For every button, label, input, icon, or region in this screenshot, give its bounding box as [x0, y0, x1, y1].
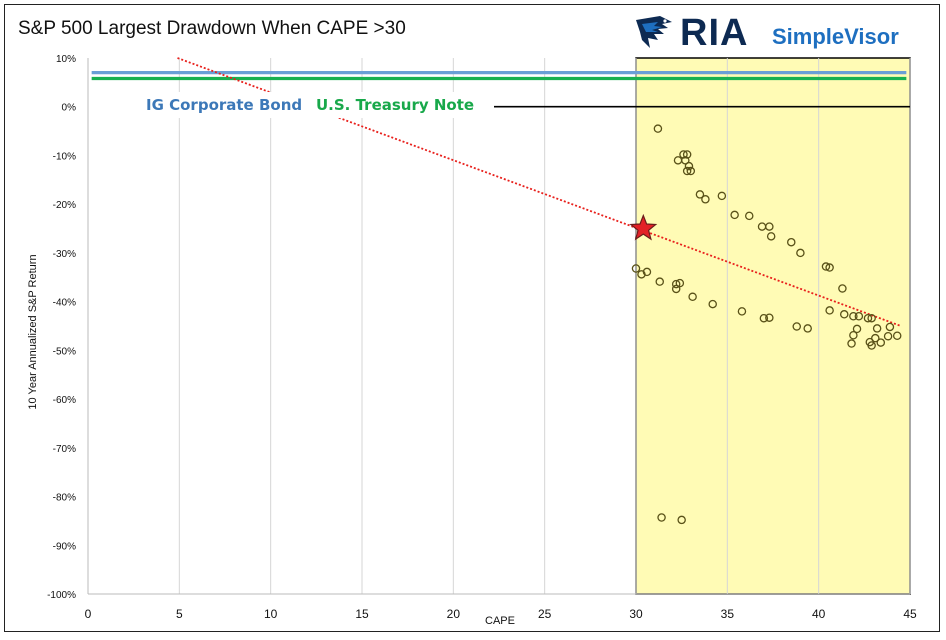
- data-point-21: [825, 306, 834, 315]
- data-point-10: [717, 191, 727, 201]
- x-tick-label-30: 30: [629, 607, 643, 621]
- highlight-region: [635, 57, 911, 595]
- data-point-31: [847, 339, 856, 348]
- data-point-44: [671, 284, 681, 294]
- ria-simplevisor-logo: RIA SimpleVisor: [632, 10, 922, 56]
- x-tick-label-20: 20: [447, 607, 461, 621]
- chart-title: S&P 500 Largest Drawdown When CAPE >30: [18, 18, 406, 39]
- y-tick-label-1: 0%: [62, 103, 77, 114]
- data-point-22: [839, 310, 849, 319]
- plot-area: [88, 57, 911, 595]
- data-point-2: [682, 150, 692, 159]
- data-point-47: [737, 307, 747, 316]
- star-marker: [629, 213, 658, 241]
- data-points: [631, 124, 902, 525]
- y-tick-label-6: -50%: [53, 346, 76, 357]
- data-point-4: [681, 156, 690, 165]
- marker-layer: [629, 213, 658, 241]
- data-point-33: [867, 341, 876, 350]
- data-point-38: [631, 264, 641, 273]
- data-point-36: [892, 331, 902, 340]
- y-tick-label-11: -100%: [47, 590, 76, 601]
- x-axis-label: CAPE: [485, 615, 515, 627]
- x-tick-label-0: 0: [85, 607, 92, 621]
- data-point-40: [642, 267, 652, 277]
- x-tick-label-40: 40: [812, 607, 826, 621]
- y-tick-label-10: -90%: [53, 541, 76, 552]
- data-point-0: [653, 124, 663, 133]
- data-point-11: [730, 210, 739, 220]
- x-tick-label-45: 45: [903, 607, 917, 621]
- grid-lines: [87, 58, 911, 595]
- x-tick-label-10: 10: [264, 607, 278, 621]
- data-point-16: [787, 237, 796, 247]
- data-point-48: [759, 313, 769, 323]
- data-point-25: [863, 313, 873, 323]
- data-point-5: [684, 161, 694, 171]
- y-tick-label-2: -10%: [53, 151, 76, 162]
- eagle-icon: [636, 16, 672, 48]
- data-point-41: [655, 277, 664, 286]
- y-tick-label-4: -30%: [53, 249, 76, 260]
- data-point-28: [885, 322, 895, 332]
- data-point-26: [867, 313, 876, 323]
- data-point-53: [677, 515, 686, 525]
- data-point-12: [745, 211, 754, 221]
- data-point-35: [883, 331, 893, 341]
- legend-ig-corporate-bond: IG Corporate Bond: [146, 96, 302, 114]
- data-point-43: [675, 278, 685, 288]
- data-point-46: [708, 299, 717, 309]
- data-point-45: [688, 292, 697, 302]
- data-point-14: [765, 222, 774, 231]
- data-point-37: [871, 333, 880, 343]
- y-tick-label-5: -40%: [53, 298, 76, 309]
- data-point-52: [657, 513, 666, 522]
- data-point-6: [686, 166, 696, 176]
- data-point-23: [849, 312, 858, 321]
- data-point-49: [765, 313, 774, 322]
- legend: IG Corporate Bond U.S. Treasury Note: [134, 92, 494, 118]
- y-tick-label-0: 10%: [56, 54, 76, 65]
- legend-background: [134, 92, 494, 118]
- data-point-18: [821, 262, 831, 271]
- data-point-42: [671, 279, 681, 289]
- x-tick-label-35: 35: [721, 607, 735, 621]
- data-point-7: [682, 166, 692, 176]
- y-tick-label-9: -80%: [53, 493, 76, 504]
- y-axis-label: 10 Year Annualized S&P Return: [27, 254, 39, 409]
- x-tick-label-5: 5: [176, 607, 183, 621]
- data-point-17: [796, 248, 805, 258]
- y-axis-ticks: 10% 0% -10% -20% -30% -40% -50% -60% -70% -80% -90…: [47, 54, 76, 601]
- legend-us-treasury-note: U.S. Treasury Note: [316, 96, 474, 114]
- x-tick-label-25: 25: [538, 607, 552, 621]
- data-point-39: [637, 270, 646, 279]
- data-point-27: [872, 324, 882, 333]
- data-point-51: [803, 324, 812, 333]
- data-point-20: [838, 284, 847, 293]
- data-point-50: [792, 322, 801, 331]
- data-point-9: [701, 195, 710, 204]
- data-point-24: [854, 312, 864, 321]
- y-tick-label-3: -20%: [53, 200, 76, 211]
- y-tick-label-7: -60%: [53, 395, 76, 406]
- data-point-29: [852, 324, 862, 334]
- y-tick-label-8: -70%: [53, 444, 76, 455]
- x-axis-ticks: 0 5 10 15 20 25 30 35 40 45: [85, 607, 917, 621]
- logo-ria-text: RIA: [680, 12, 749, 54]
- data-point-15: [766, 232, 776, 241]
- data-point-34: [876, 338, 886, 347]
- data-point-19: [825, 263, 834, 272]
- data-point-30: [849, 331, 858, 340]
- x-tick-label-15: 15: [355, 607, 369, 621]
- data-point-1: [679, 150, 688, 159]
- data-point-8: [695, 190, 705, 199]
- logo-simplevisor-text: SimpleVisor: [772, 24, 899, 49]
